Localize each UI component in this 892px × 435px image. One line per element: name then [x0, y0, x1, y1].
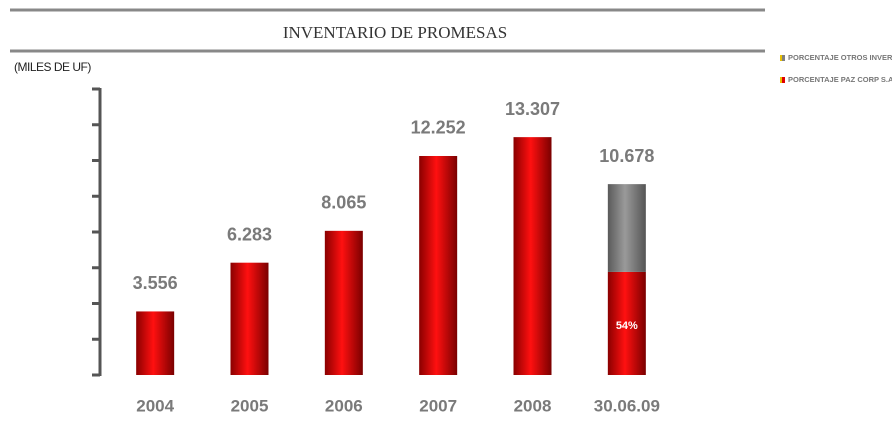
bar-segment: [607, 271, 646, 375]
bar-segment: [230, 262, 269, 375]
bar-segment: [513, 137, 552, 375]
axis-unit: (MILES DE UF): [14, 60, 91, 74]
x-tick-label: 2004: [136, 396, 174, 415]
chart-title: INVENTARIO DE PROMESAS: [283, 23, 507, 42]
legend-label: PORCENTAJE PAZ CORP S.A.: [788, 75, 892, 84]
legend-label: PORCENTAJE OTROS INVERSIONISTAS: [788, 53, 892, 62]
x-tick-label: 2005: [231, 396, 269, 415]
bar-segment: [136, 311, 175, 375]
share-label: 54%: [616, 320, 638, 332]
legend-swatch: [782, 55, 785, 61]
total-label: 12.252: [411, 118, 466, 138]
total-label: 13.307: [505, 99, 560, 119]
x-tick-label: 2006: [325, 396, 363, 415]
x-tick-label: 2007: [419, 396, 457, 415]
legend-swatch-accent: [780, 55, 782, 61]
x-tick-label: 2008: [514, 396, 552, 415]
total-label: 3.556: [133, 273, 178, 293]
legend-swatch-accent: [780, 77, 782, 83]
legend-swatch: [782, 77, 785, 83]
total-label: 8.065: [321, 193, 366, 213]
bar-segment: [419, 155, 458, 375]
total-label: 6.283: [227, 224, 272, 244]
x-tick-label: 30.06.09: [594, 396, 660, 415]
total-label: 10.678: [599, 146, 654, 166]
bar-segment: [607, 184, 646, 272]
bar-segment: [324, 230, 363, 375]
